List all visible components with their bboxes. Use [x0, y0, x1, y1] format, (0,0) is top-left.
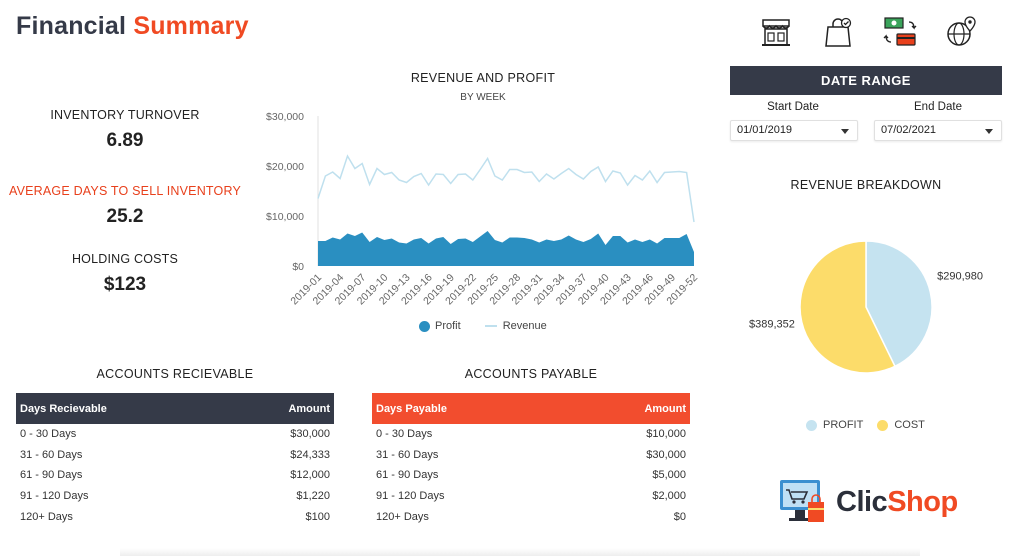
legend-revenue-label: Revenue — [502, 320, 547, 332]
receivable-title: ACCOUNTS RECIEVABLE — [96, 367, 254, 381]
start-date-select[interactable]: 01/01/2019 — [730, 120, 858, 141]
storefront-icon[interactable] — [758, 14, 794, 50]
days-cell: 120+ Days — [376, 510, 429, 523]
end-date-label: End Date — [914, 101, 962, 113]
table-row: 61 - 90 Days $5,000 — [372, 465, 690, 486]
y-tick-label: $20,000 — [266, 161, 304, 173]
pie-label-profit: $290,980 — [937, 271, 983, 283]
amount-cell: $0 — [673, 510, 686, 523]
payable-header-row: Days Payable Amount — [372, 393, 690, 424]
amount-cell: $30,000 — [646, 448, 686, 461]
days-cell: 91 - 120 Days — [20, 490, 89, 503]
start-date-label: Start Date — [767, 101, 819, 113]
page-title: Financial Summary — [16, 12, 249, 41]
holding-costs-label: HOLDING COSTS — [71, 252, 179, 266]
table-row: 0 - 30 Days $30,000 — [16, 424, 334, 445]
date-range-header: DATE RANGE — [730, 66, 1002, 95]
table-row: 61 - 90 Days $12,000 — [16, 465, 334, 486]
header-icons — [758, 14, 980, 50]
table-row: 91 - 120 Days $2,000 — [372, 486, 690, 507]
avg-days-label: AVERAGE DAYS TO SELL INVENTORY — [8, 184, 241, 198]
holding-costs-value: $123 — [103, 274, 147, 295]
shop-screen-icon — [780, 480, 824, 522]
page-title-part1: Financial — [16, 12, 127, 40]
y-tick-label: $30,000 — [266, 111, 304, 123]
amount-cell: $12,000 — [290, 469, 330, 482]
legend-pie-cost-swatch — [877, 419, 889, 431]
receivable-col-amount: Amount — [288, 402, 330, 415]
days-cell: 0 - 30 Days — [20, 428, 77, 441]
revenue-series-line — [317, 154, 695, 223]
revenue-breakdown-legend: PROFIT COST — [806, 419, 925, 431]
pie-slice-profit — [865, 240, 933, 368]
y-tick-label: $10,000 — [266, 211, 304, 223]
amount-cell: $1,220 — [296, 490, 330, 503]
shopping-bag-icon[interactable] — [820, 14, 856, 50]
days-cell: 0 - 30 Days — [376, 428, 433, 441]
amount-cell: $10,000 — [646, 428, 686, 441]
clicshop-logo: ClicShop — [778, 478, 958, 526]
chevron-down-icon — [985, 129, 993, 134]
amount-cell: $2,000 — [652, 490, 686, 503]
amount-cell: $5,000 — [652, 469, 686, 482]
revenue-breakdown-title: REVENUE BREAKDOWN — [790, 178, 942, 192]
days-cell: 61 - 90 Days — [20, 469, 83, 482]
table-row: 91 - 120 Days $1,220 — [16, 486, 334, 507]
receivable-col-days: Days Recievable — [20, 402, 107, 415]
amount-cell: $30,000 — [290, 428, 330, 441]
logo-text-part1: Clic — [836, 485, 888, 518]
days-cell: 91 - 120 Days — [376, 490, 445, 503]
payable-table: Days Payable Amount 0 - 30 Days $10,000 31… — [372, 393, 690, 527]
global-location-icon[interactable] — [944, 14, 980, 50]
legend-profit-swatch — [419, 320, 430, 332]
revenue-breakdown-chart: $290,980 $389,352 — [749, 240, 983, 374]
legend-pie-profit-label: PROFIT — [823, 419, 864, 431]
y-tick-label: $0 — [292, 261, 304, 273]
table-row: 120+ Days $100 — [16, 506, 334, 527]
table-row: 31 - 60 Days $30,000 — [372, 445, 690, 466]
table-row: 120+ Days $0 — [372, 506, 690, 527]
receivable-header-row: Days Recievable Amount — [16, 393, 334, 424]
payable-col-days: Days Payable — [376, 402, 447, 415]
payment-exchange-icon[interactable] — [882, 14, 918, 50]
chevron-down-icon — [841, 129, 849, 134]
logo-text-part2: Shop — [887, 485, 958, 518]
legend-profit-label: Profit — [435, 320, 461, 332]
legend-pie-cost-label: COST — [894, 419, 925, 431]
amount-cell: $100 — [305, 510, 330, 523]
revenue-profit-title: REVENUE AND PROFIT — [410, 71, 556, 85]
pie-label-cost: $389,352 — [749, 318, 795, 330]
logo-text: ClicShop — [836, 486, 958, 519]
table-row: 31 - 60 Days $24,333 — [16, 445, 334, 466]
page-title-part2: Summary — [133, 12, 249, 40]
revenue-profit-subtitle: BY WEEK — [460, 92, 506, 103]
days-cell: 31 - 60 Days — [376, 448, 439, 461]
inventory-turnover-value: 6.89 — [106, 130, 144, 151]
profit-series-area — [318, 231, 694, 266]
payable-title: ACCOUNTS PAYABLE — [464, 367, 598, 381]
receivable-rows: 0 - 30 Days $30,000 31 - 60 Days $24,333 61 … — [16, 424, 334, 527]
end-date-select[interactable]: 07/02/2021 — [874, 120, 1002, 141]
pie-slice-cost — [799, 240, 896, 374]
payable-rows: 0 - 30 Days $10,000 31 - 60 Days $30,000 61 … — [372, 424, 690, 527]
revenue-profit-legend: Profit Revenue — [419, 320, 547, 332]
inventory-turnover-label: INVENTORY TURNOVER — [50, 108, 200, 122]
legend-revenue-swatch — [484, 325, 497, 327]
legend-pie-profit-swatch — [806, 419, 817, 431]
days-cell: 61 - 90 Days — [376, 469, 439, 482]
start-date-value: 01/01/2019 — [737, 124, 793, 136]
avg-days-value: 25.2 — [106, 206, 144, 227]
payable-col-amount: Amount — [644, 402, 686, 415]
amount-cell: $24,333 — [290, 448, 330, 461]
end-date-value: 07/02/2021 — [881, 124, 937, 136]
bottom-divider — [120, 548, 920, 556]
days-cell: 120+ Days — [20, 510, 73, 523]
table-row: 0 - 30 Days $10,000 — [372, 424, 690, 445]
revenue-profit-chart: $30,000$20,000$10,000$02019-012019-04201… — [266, 111, 700, 307]
days-cell: 31 - 60 Days — [20, 448, 83, 461]
receivable-table: Days Recievable Amount 0 - 30 Days $30,00… — [16, 393, 334, 527]
